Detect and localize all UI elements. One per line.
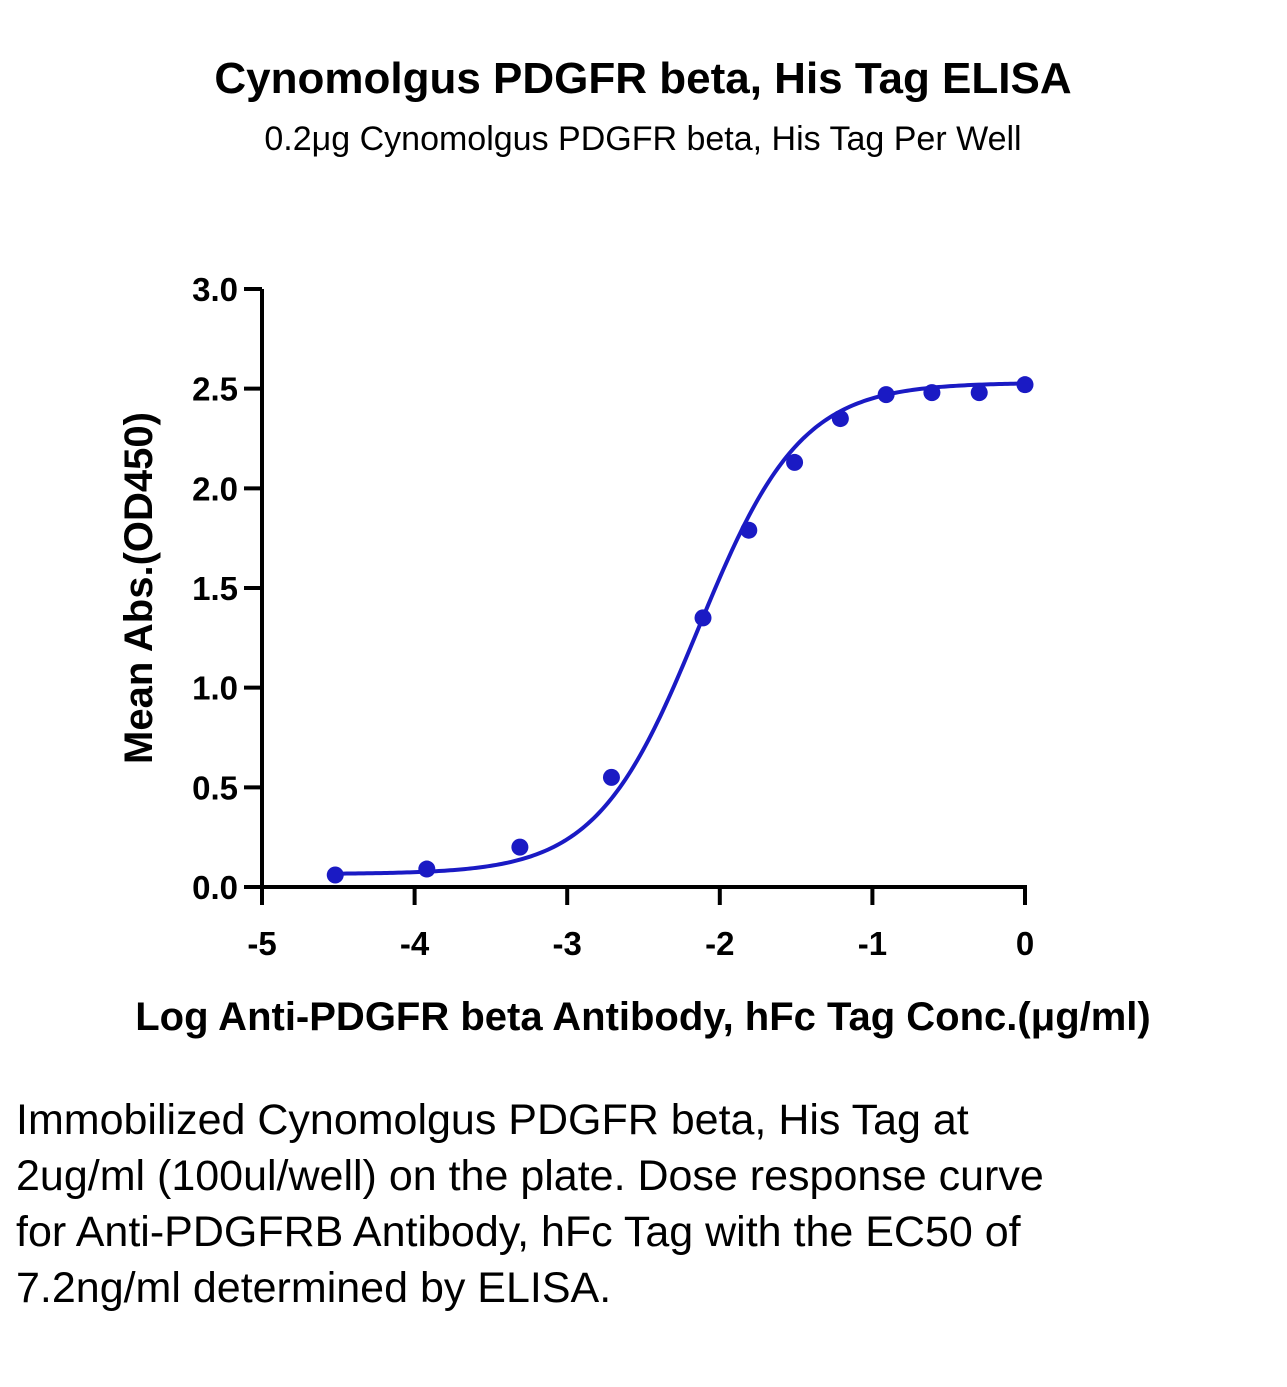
x-tick-label: -4 bbox=[400, 925, 430, 962]
data-point bbox=[1016, 376, 1034, 394]
y-axis-label: Mean Abs.(OD450) bbox=[117, 412, 161, 764]
figure-caption: Immobilized Cynomolgus PDGFR beta, His T… bbox=[16, 1096, 1044, 1312]
x-tick-label: -5 bbox=[247, 925, 276, 962]
x-tick-label: -1 bbox=[858, 925, 887, 962]
data-point bbox=[831, 410, 849, 428]
data-point bbox=[418, 860, 436, 878]
y-tick-label: 1.0 bbox=[192, 670, 238, 707]
data-point bbox=[923, 384, 941, 402]
x-tick-label: 0 bbox=[1016, 925, 1034, 962]
data-point bbox=[786, 453, 804, 471]
x-axis-label: Log Anti-PDGFR beta Antibody, hFc Tag Co… bbox=[135, 995, 1151, 1039]
data-point bbox=[877, 386, 895, 404]
y-tick-label: 2.0 bbox=[192, 470, 238, 507]
data-point bbox=[326, 866, 344, 884]
y-tick-label: 0.5 bbox=[192, 769, 238, 806]
y-tick-label: 0.0 bbox=[192, 869, 238, 906]
data-point bbox=[602, 768, 620, 786]
x-tick-label: -3 bbox=[553, 925, 582, 962]
chart-subtitle: 0.2μg Cynomolgus PDGFR beta, His Tag Per… bbox=[264, 120, 1021, 158]
fit-curve bbox=[335, 381, 1026, 876]
y-tick-label: 2.5 bbox=[192, 371, 238, 408]
data-point bbox=[511, 838, 529, 856]
data-point bbox=[740, 521, 758, 539]
chart: Cynomolgus PDGFR beta, His Tag ELISA 0.2… bbox=[117, 54, 1151, 1039]
plot-area: 0.0 0.5 1.0 1.5 2.0 2.5 3.0 -5 -4 -3 -2 -1 0 bbox=[192, 271, 1034, 962]
chart-title: Cynomolgus PDGFR beta, His Tag ELISA bbox=[214, 54, 1071, 103]
data-point bbox=[694, 609, 712, 627]
y-tick-label: 1.5 bbox=[192, 570, 238, 607]
y-tick-label: 3.0 bbox=[192, 271, 238, 308]
x-tick-label: -2 bbox=[705, 925, 734, 962]
data-point bbox=[970, 384, 988, 402]
